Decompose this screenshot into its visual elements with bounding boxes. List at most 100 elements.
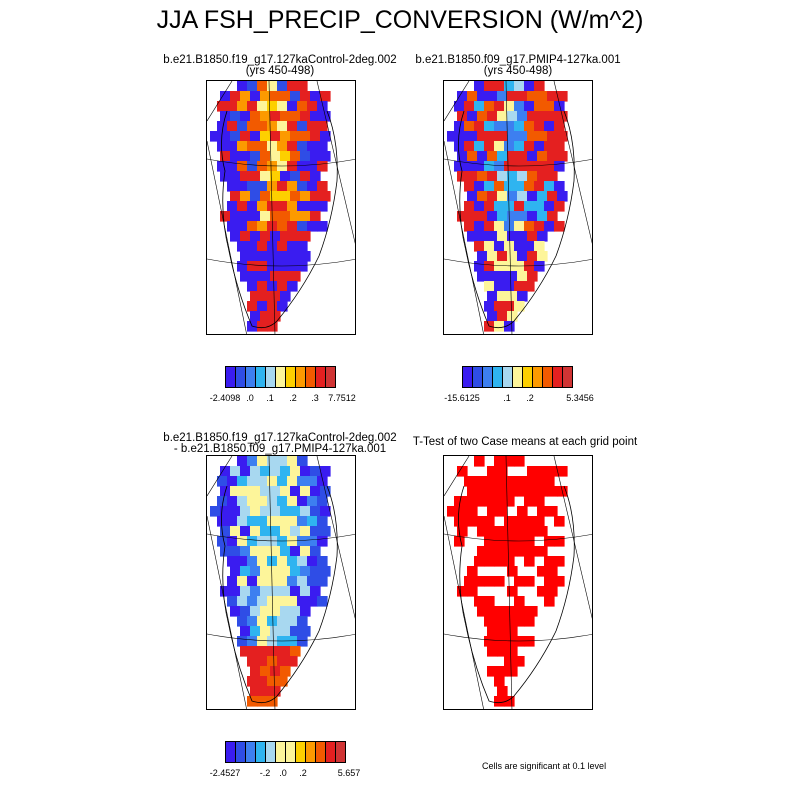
grid-cell	[310, 466, 321, 477]
grid-cell	[247, 141, 258, 152]
grid-cell	[487, 191, 498, 202]
grid-cell	[457, 506, 468, 517]
grid-cell	[220, 131, 231, 142]
grid-cell	[280, 586, 291, 597]
grid-cell	[237, 576, 248, 587]
panel2-title-line1: b.e21.B1850.f09_g17.PMIP4-127ka.001	[415, 54, 621, 66]
grid-cell	[484, 616, 495, 627]
grid-cell	[267, 636, 278, 647]
grid-cell	[507, 526, 518, 537]
grid-cell	[250, 526, 261, 537]
grid-cell	[247, 496, 258, 507]
grid-cell	[504, 261, 515, 272]
grid-cell	[317, 576, 328, 587]
grid-cell	[297, 161, 308, 172]
grid-cell	[457, 211, 468, 222]
grid-cell	[297, 181, 308, 192]
colorbar-swatch	[325, 366, 336, 388]
grid-cell	[544, 181, 555, 192]
grid-cell	[537, 466, 548, 477]
grid-cell	[320, 131, 331, 142]
grid-cell	[317, 596, 328, 607]
grid-cell	[497, 486, 508, 497]
grid-cell	[260, 91, 271, 102]
panel4-title: T-Test of two Case means at each grid po…	[360, 436, 690, 448]
grid-cell	[300, 171, 311, 182]
grid-cell	[527, 251, 538, 262]
grid-cell	[270, 606, 281, 617]
grid-cell	[320, 151, 331, 162]
grid-cell	[260, 646, 271, 657]
grid-cell	[280, 646, 291, 657]
grid-cell	[280, 546, 291, 557]
grid-cell	[514, 81, 525, 92]
grid-cell	[447, 506, 458, 517]
grid-cell	[554, 536, 565, 547]
grid-cell	[300, 231, 311, 242]
grid-cell	[280, 526, 291, 537]
grid-cell	[240, 646, 251, 657]
grid-cell	[317, 201, 328, 212]
grid-cell	[474, 241, 485, 252]
grid-cell	[310, 486, 321, 497]
grid-cell	[270, 666, 281, 677]
grid-cell	[507, 111, 518, 122]
colorbar-label: -.2	[259, 768, 271, 778]
grid-cell	[487, 486, 498, 497]
grid-cell	[230, 606, 241, 617]
grid-cell	[237, 121, 248, 132]
grid-cell	[257, 696, 268, 707]
panel4-title-line1: T-Test of two Case means at each grid po…	[412, 436, 638, 448]
grid-cell	[277, 101, 288, 112]
grid-cell	[544, 141, 555, 152]
grid-cell	[484, 161, 495, 172]
grid-cell	[484, 536, 495, 547]
grid-cell	[484, 596, 495, 607]
grid-cell	[464, 121, 475, 132]
grid-cell	[270, 111, 281, 122]
grid-cell	[257, 616, 268, 627]
grid-cell	[227, 496, 238, 507]
grid-cell	[494, 496, 505, 507]
grid-cell	[230, 466, 241, 477]
grid-cell	[230, 111, 241, 122]
grid-cell	[270, 91, 281, 102]
grid-cell	[247, 456, 258, 467]
grid-cell	[217, 101, 228, 112]
grid-cell	[267, 556, 278, 567]
grid-cell	[297, 456, 308, 467]
grid-cell	[507, 131, 518, 142]
grid-cell	[484, 81, 495, 92]
grid-cell	[240, 211, 251, 222]
grid-cell	[307, 556, 318, 567]
grid-cell	[247, 81, 258, 92]
grid-cell	[537, 211, 548, 222]
grid-cell	[477, 111, 488, 122]
grid-cell	[307, 221, 318, 232]
grid-cell	[467, 111, 478, 122]
panel1-title: b.e21.B1850.f19_g17.127kaControl-2deg.00…	[120, 54, 440, 77]
grid-cell	[504, 696, 515, 707]
grid-cell	[250, 506, 261, 517]
grid-cell	[484, 476, 495, 487]
grid-cell	[310, 171, 321, 182]
grid-cell	[267, 121, 278, 132]
grid-cell	[247, 476, 258, 487]
grid-cell	[250, 586, 261, 597]
grid-cell	[247, 221, 258, 232]
colorbar-label: -2.4527	[209, 768, 241, 778]
grid-cell	[297, 576, 308, 587]
grid-cell	[524, 636, 535, 647]
colorbar-label: 5.657	[337, 768, 361, 778]
grid-cell	[527, 211, 538, 222]
grid-cell	[267, 676, 278, 687]
grid-cell	[217, 476, 228, 487]
grid-cell	[514, 261, 525, 272]
grid-cell	[504, 321, 515, 332]
grid-cell	[310, 566, 321, 577]
grid-cell	[220, 526, 231, 537]
grid-cell	[237, 516, 248, 527]
grid-cell	[527, 91, 538, 102]
grid-cell	[320, 566, 331, 577]
grid-cell	[277, 161, 288, 172]
